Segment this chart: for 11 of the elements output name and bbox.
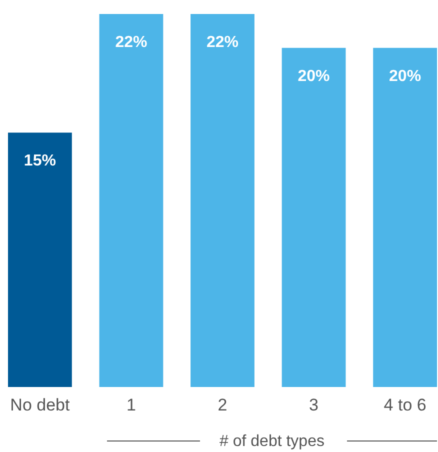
data-label: 15% <box>24 152 56 170</box>
data-label: 22% <box>115 34 148 51</box>
x-axis-title: # of debt types <box>220 433 324 450</box>
x-tick-label: No debt <box>10 396 70 414</box>
x-tick-label: 1 <box>126 396 136 414</box>
data-label: 22% <box>206 34 239 51</box>
data-label: 20% <box>298 68 330 85</box>
x-tick-label: 4 to 6 <box>384 396 426 414</box>
data-label: 20% <box>389 68 422 85</box>
x-tick-label: 3 <box>309 396 319 414</box>
x-tick-label: 2 <box>218 396 228 414</box>
